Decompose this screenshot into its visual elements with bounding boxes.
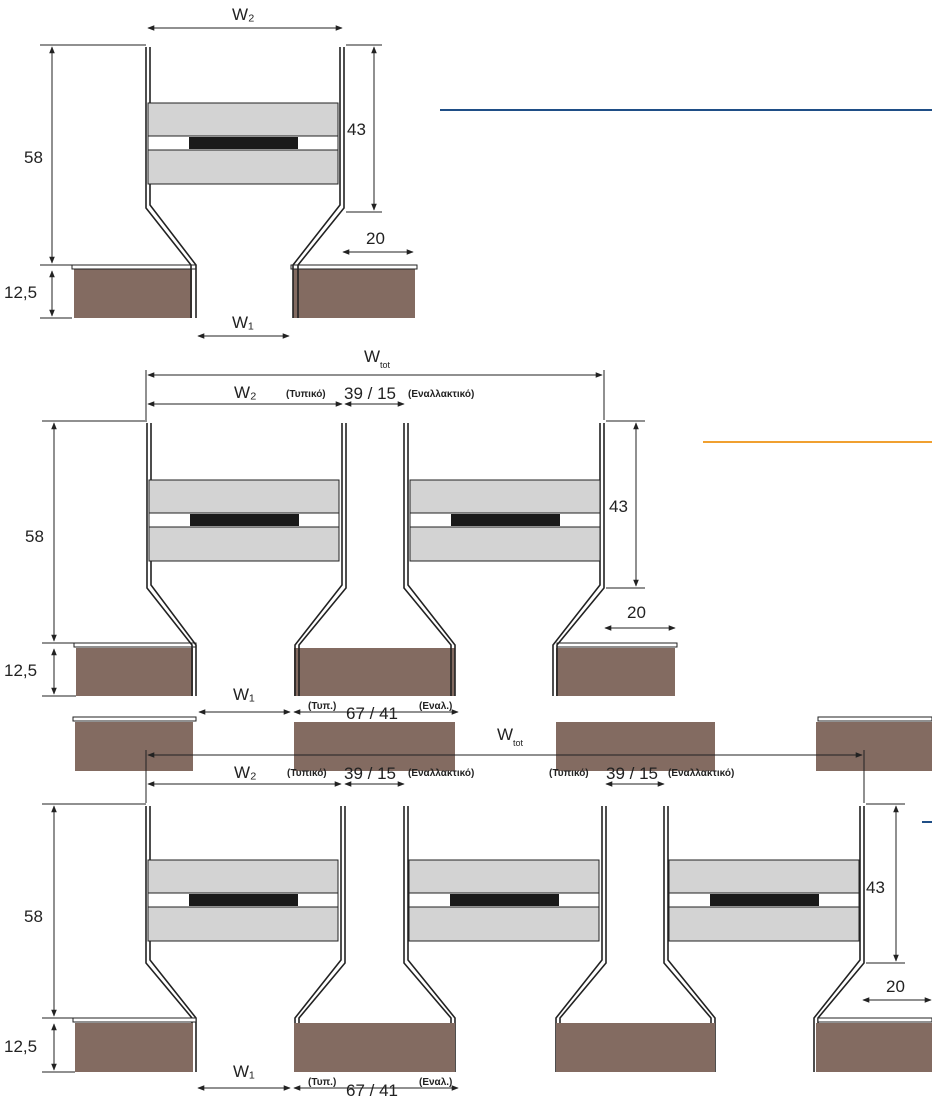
base-block	[75, 1023, 193, 1072]
black-strip	[710, 894, 819, 906]
w2-label: W₂	[234, 383, 257, 402]
base-block	[293, 268, 415, 318]
height-58-label: 58	[25, 527, 44, 546]
double-panel-section: Wtot W₂ (Τυπικό) 39 / 15 (Εναλλακτικό) 5…	[4, 347, 678, 723]
base-block	[816, 722, 932, 771]
black-strip	[451, 514, 560, 526]
black-strip	[189, 894, 298, 906]
alt-abbr-label: (Εναλ.)	[419, 701, 452, 712]
height-43-label: 43	[347, 120, 366, 139]
base-block	[294, 648, 455, 696]
black-strip	[450, 894, 559, 906]
height-125-label: 12,5	[4, 661, 37, 680]
w1-label: W₁	[233, 685, 255, 704]
alternative-label: (Εναλλακτικό)	[408, 768, 474, 779]
base-block	[75, 722, 193, 771]
insulation-panel-top	[147, 102, 339, 137]
triple-panel-section: Wtot W₂ (Τυπικό) 39 / 15 (Εναλλακτικό) (…	[4, 716, 932, 1100]
insulation-panel-bottom	[147, 906, 339, 942]
dim-20-label: 20	[627, 603, 646, 622]
wtot-label: Wtot	[497, 725, 524, 748]
wtot-label: Wtot	[364, 347, 391, 370]
insulation-panel-top	[408, 859, 600, 894]
alternative-label: (Εναλλακτικό)	[668, 768, 734, 779]
alt-abbr-label: (Εναλ.)	[419, 1077, 452, 1088]
insulation-panel-top	[147, 859, 339, 894]
alternative-label: (Εναλλακτικό)	[408, 389, 474, 400]
bottom-gap-label: 67 / 41	[346, 1081, 398, 1100]
black-strip	[190, 514, 299, 526]
typ-abbr-label: (Τυπ.)	[308, 701, 336, 712]
black-strip	[189, 137, 298, 149]
insulation-panel-top	[668, 859, 860, 894]
dim-20-label: 20	[366, 229, 385, 248]
height-58-label: 58	[24, 148, 43, 167]
typical-label: (Τυπικό)	[287, 768, 327, 779]
typical-label: (Τυπικό)	[286, 389, 326, 400]
dim-20-label: 20	[886, 977, 905, 996]
gap-label: 39 / 15	[344, 764, 396, 783]
base-block	[556, 648, 675, 696]
insulation-panel-top	[148, 479, 340, 514]
insulation-panel-bottom	[408, 906, 600, 942]
base-block	[294, 722, 455, 771]
insulation-panel-bottom	[668, 906, 860, 942]
height-43-label: 43	[866, 878, 885, 897]
height-58-label: 58	[24, 907, 43, 926]
base-block	[556, 1023, 715, 1072]
w1-label: W₁	[232, 313, 254, 332]
base-block	[816, 1023, 932, 1072]
bottom-gap-label: 67 / 41	[346, 704, 398, 723]
gap-label: 39 / 15	[344, 384, 396, 403]
typ-abbr-label: (Τυπ.)	[308, 1077, 336, 1088]
base-block	[74, 268, 192, 318]
insulation-panel-top	[409, 479, 601, 514]
base-block	[556, 722, 715, 771]
w1-label: W₁	[233, 1062, 255, 1081]
insulation-panel-bottom	[148, 526, 340, 562]
typical-label: (Τυπικό)	[549, 768, 589, 779]
w2-label: W₂	[232, 5, 255, 24]
base-block	[76, 648, 193, 696]
single-panel-section: W₂ 58 12,5 43 20 W₁	[4, 5, 418, 339]
height-125-label: 12,5	[4, 1037, 37, 1056]
gap-label: 39 / 15	[606, 764, 658, 783]
height-43-label: 43	[609, 497, 628, 516]
insulation-panel-bottom	[147, 149, 339, 185]
insulation-panel-bottom	[409, 526, 601, 562]
w2-label: W₂	[234, 763, 257, 782]
height-125-label: 12,5	[4, 283, 37, 302]
base-block	[294, 1023, 455, 1072]
